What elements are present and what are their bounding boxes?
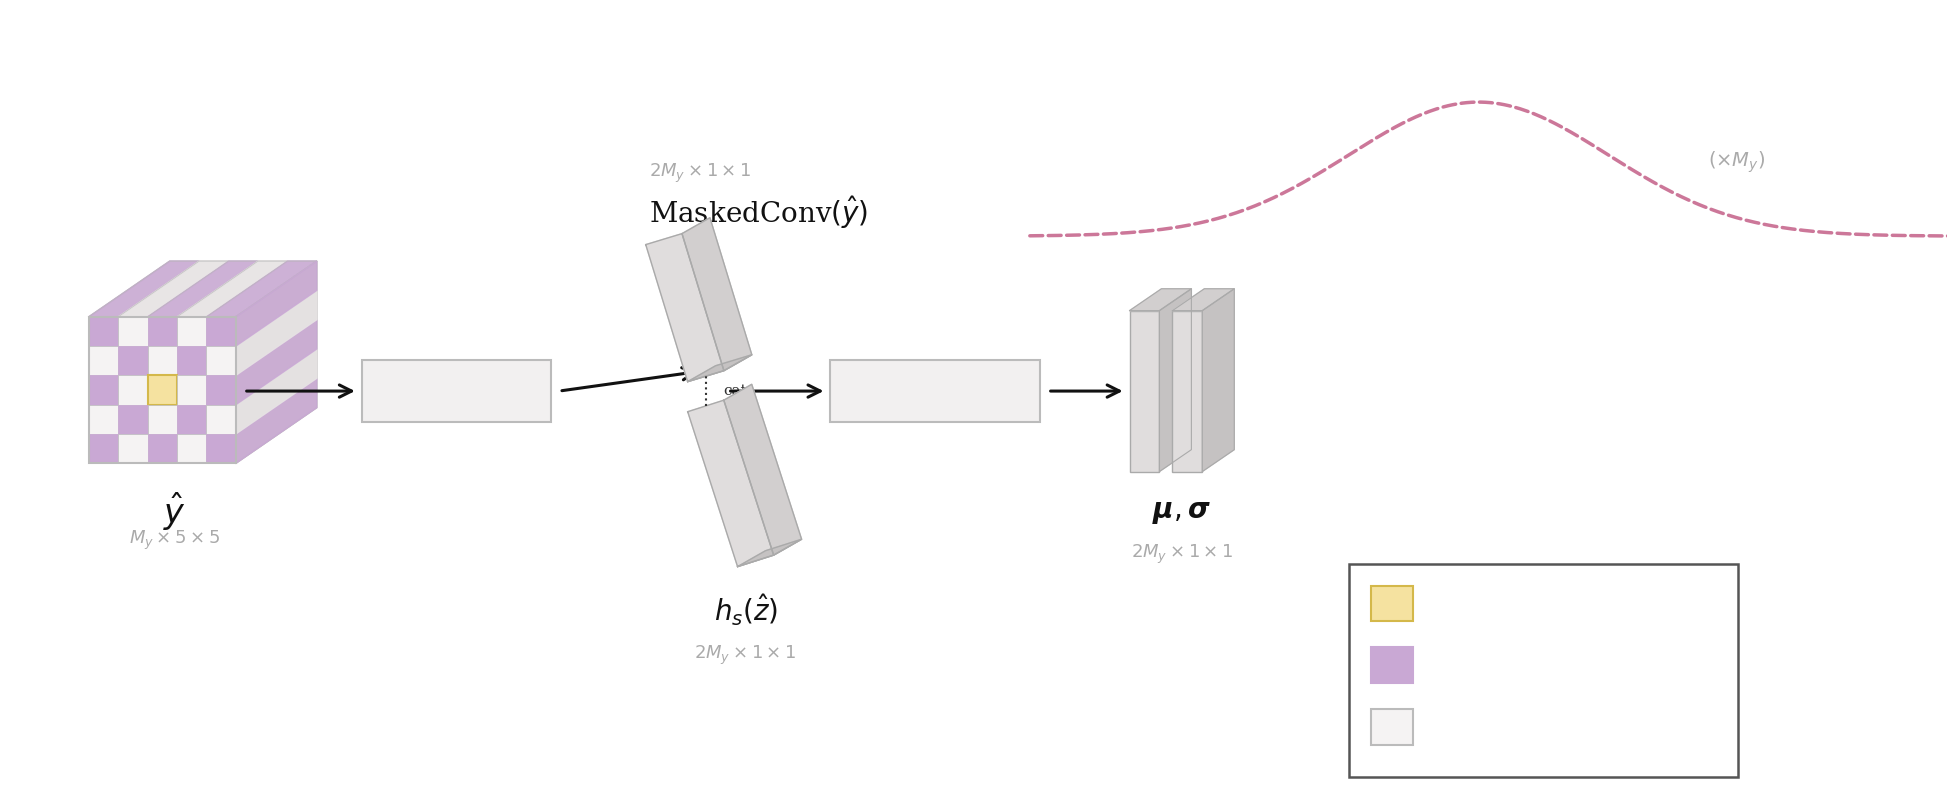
Polygon shape: [682, 218, 753, 370]
Bar: [177, 405, 207, 434]
Text: $(\times M_y)$: $(\times M_y)$: [1708, 150, 1765, 175]
Bar: [119, 405, 148, 434]
Bar: [1371, 709, 1412, 745]
Polygon shape: [119, 261, 228, 317]
Bar: [177, 375, 207, 405]
Polygon shape: [236, 349, 316, 434]
Text: $2M_y \times 1 \times 1$: $2M_y \times 1 \times 1$: [1131, 543, 1232, 566]
Text: Currently decoding: Currently decoding: [1431, 594, 1636, 613]
FancyBboxPatch shape: [831, 360, 1039, 422]
Polygon shape: [207, 261, 316, 317]
Text: cat: cat: [723, 384, 747, 398]
Text: $\hat{y}$: $\hat{y}$: [162, 491, 185, 534]
Bar: [177, 434, 207, 463]
Bar: [119, 317, 148, 346]
Polygon shape: [688, 400, 774, 566]
Bar: [177, 346, 207, 375]
Bar: [90, 317, 236, 463]
Polygon shape: [723, 384, 801, 555]
Bar: [148, 405, 177, 434]
Polygon shape: [236, 261, 316, 463]
Bar: [1349, 564, 1737, 778]
Text: $M_y \times 5 \times 5$: $M_y \times 5 \times 5$: [129, 529, 220, 552]
Bar: [119, 346, 148, 375]
Polygon shape: [148, 261, 257, 317]
Polygon shape: [737, 539, 801, 566]
Text: $2M_y \times 1 \times 1$: $2M_y \times 1 \times 1$: [649, 162, 751, 185]
Bar: [90, 434, 119, 463]
Polygon shape: [236, 261, 316, 346]
Polygon shape: [1203, 289, 1234, 471]
Polygon shape: [688, 354, 753, 382]
Polygon shape: [236, 378, 316, 463]
Text: $h_s(\hat{z})$: $h_s(\hat{z})$: [714, 593, 778, 629]
Text: 1x1 ConvNet: 1x1 ConvNet: [862, 380, 1008, 402]
Bar: [1371, 586, 1412, 622]
Bar: [119, 434, 148, 463]
Bar: [1129, 310, 1160, 471]
Bar: [90, 405, 119, 434]
Text: Not yet decoded: Not yet decoded: [1431, 718, 1605, 736]
Bar: [207, 434, 236, 463]
Text: $2M_y \times 1 \times 1$: $2M_y \times 1 \times 1$: [694, 644, 798, 667]
Bar: [148, 434, 177, 463]
Bar: [148, 375, 177, 405]
Bar: [1371, 647, 1412, 683]
Polygon shape: [1129, 289, 1191, 310]
Bar: [207, 375, 236, 405]
FancyBboxPatch shape: [363, 360, 552, 422]
Polygon shape: [236, 290, 316, 375]
Polygon shape: [236, 320, 316, 405]
Bar: [90, 346, 119, 375]
Text: MaskedConv: MaskedConv: [384, 380, 528, 402]
Bar: [90, 317, 119, 346]
Bar: [119, 375, 148, 405]
Bar: [207, 346, 236, 375]
Polygon shape: [90, 261, 199, 317]
Bar: [177, 317, 207, 346]
Bar: [207, 405, 236, 434]
Polygon shape: [1172, 289, 1234, 310]
Polygon shape: [177, 261, 287, 317]
Polygon shape: [645, 234, 723, 382]
Bar: [148, 317, 177, 346]
Text: MaskedConv$(\hat{y})$: MaskedConv$(\hat{y})$: [649, 194, 868, 231]
Text: Previously decoded: Previously decoded: [1431, 656, 1636, 674]
Bar: [148, 346, 177, 375]
Text: $\boldsymbol{\mu, \sigma}$: $\boldsymbol{\mu, \sigma}$: [1152, 499, 1211, 526]
Bar: [90, 375, 119, 405]
Polygon shape: [90, 261, 316, 317]
Bar: [1172, 310, 1203, 471]
Bar: [207, 317, 236, 346]
Polygon shape: [1160, 289, 1191, 471]
